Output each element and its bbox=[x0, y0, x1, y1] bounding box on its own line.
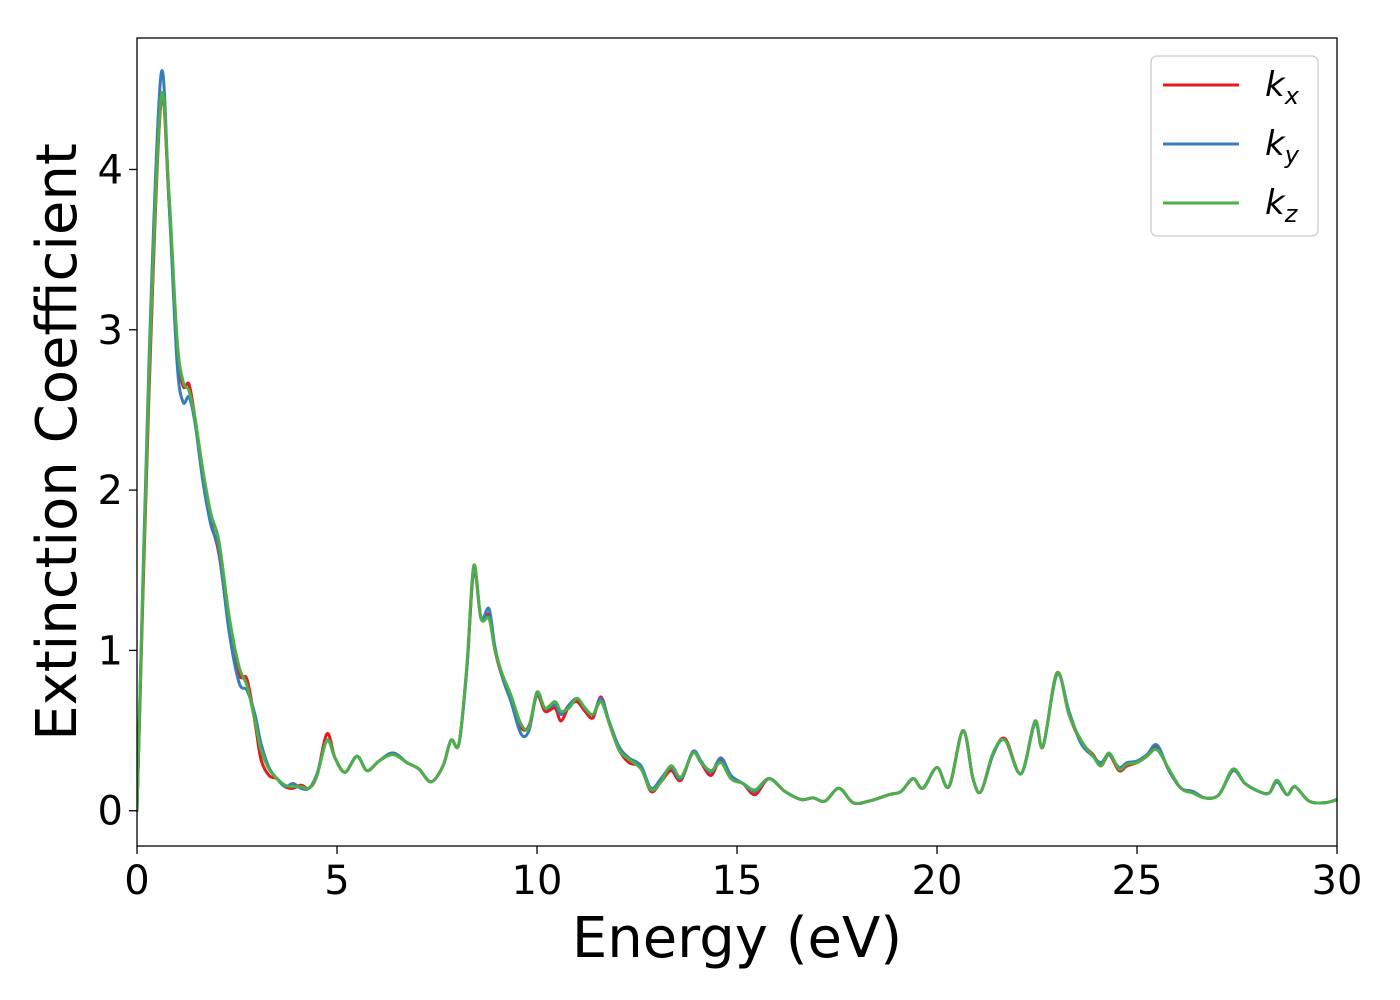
x-tick-label: 10 bbox=[512, 858, 563, 904]
legend-label-kx: kx bbox=[1265, 65, 1300, 110]
x-tick-label: 15 bbox=[712, 858, 763, 904]
legend: kx ky kz bbox=[1150, 55, 1319, 237]
y-tick-label: 1 bbox=[98, 628, 123, 674]
x-tick-label: 25 bbox=[1112, 858, 1163, 904]
y-tick-label: 3 bbox=[98, 308, 123, 354]
legend-box bbox=[1150, 55, 1319, 237]
x-tick-label: 0 bbox=[124, 858, 149, 904]
x-axis: 0 5 10 15 20 25 30 bbox=[124, 846, 1362, 904]
y-tick-label: 0 bbox=[98, 789, 123, 835]
x-tick-label: 5 bbox=[324, 858, 349, 904]
legend-label-kz: kz bbox=[1265, 183, 1299, 228]
y-axis: 0 1 2 3 4 bbox=[98, 147, 137, 835]
x-tick-label: 30 bbox=[1312, 858, 1363, 904]
y-tick-label: 2 bbox=[98, 468, 123, 514]
y-axis-title: Extinction Coefficient bbox=[25, 143, 90, 741]
x-axis-title: Energy (eV) bbox=[572, 906, 902, 971]
series-line-kz bbox=[137, 90, 1337, 813]
x-tick-label: 20 bbox=[912, 858, 963, 904]
y-tick-label: 4 bbox=[98, 147, 123, 193]
legend-label-ky: ky bbox=[1265, 124, 1300, 169]
series-layer bbox=[137, 69, 1337, 813]
